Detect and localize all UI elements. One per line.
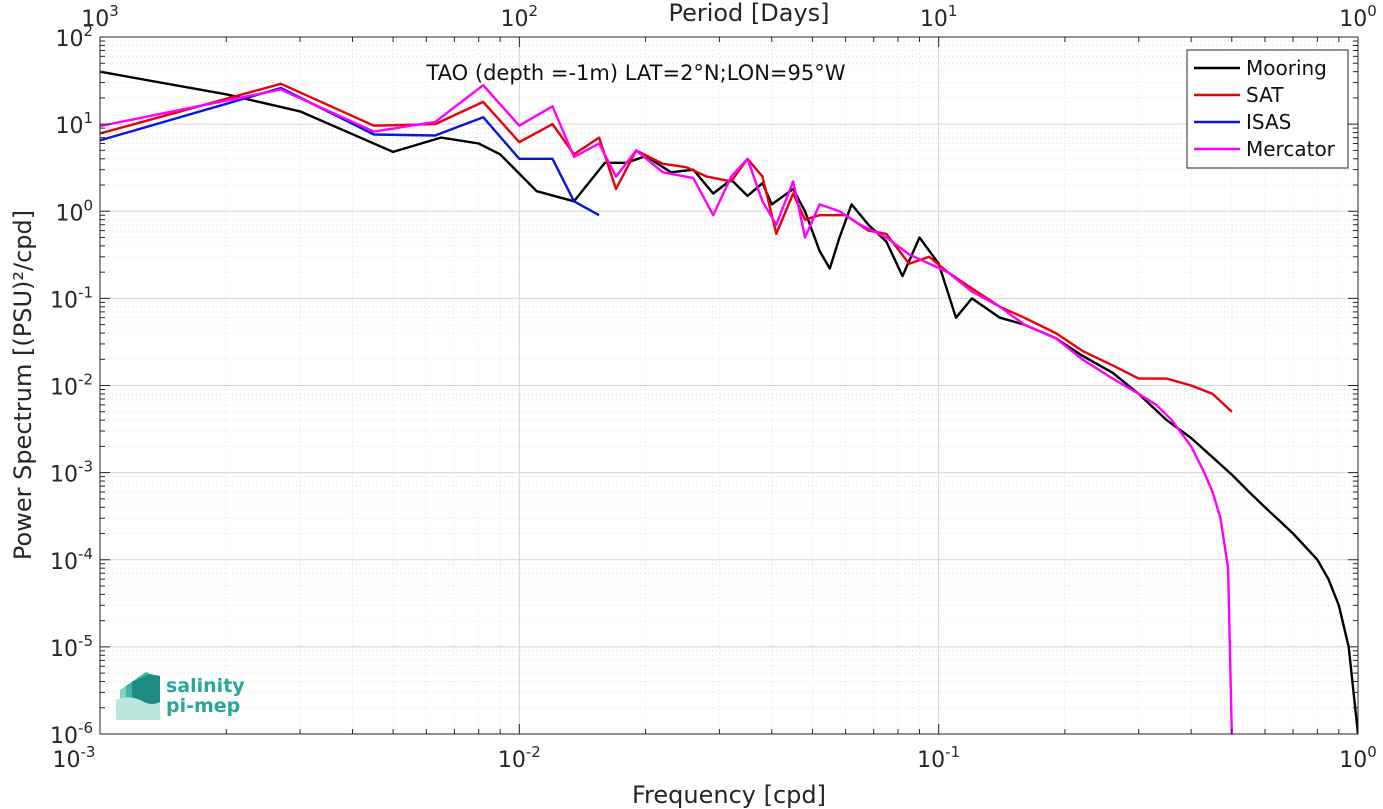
y-axis-title: Power Spectrum [(PSU)²/cpd] — [9, 210, 37, 560]
logo-text-salinity: salinity — [166, 675, 245, 697]
plot-title: TAO (depth =-1m) LAT=2°N;LON=95°W — [425, 61, 845, 85]
x2-axis-title: Period [Days] — [668, 0, 829, 27]
series-line-mercator — [100, 83, 1233, 734]
y-tick-label: 102 — [55, 22, 93, 52]
logo-text-pi-mep: pi-mep — [166, 695, 240, 717]
y-tick-label: 10-4 — [50, 545, 93, 575]
legend-label-sat: SAT — [1246, 83, 1284, 107]
series-lines — [100, 70, 1358, 734]
tick-marks — [99, 37, 1358, 735]
x2-tick-label: 102 — [501, 2, 539, 32]
x-tick-label: 100 — [1339, 743, 1377, 773]
x-tick-label: 10-2 — [498, 743, 541, 773]
legend: Mooring SAT ISAS Mercator — [1186, 49, 1349, 169]
y-tick-label: 10-1 — [50, 283, 93, 313]
x-tick-label: 10-1 — [917, 743, 960, 773]
y-tick-label: 10-3 — [50, 458, 93, 488]
y-tick-label: 101 — [55, 109, 93, 139]
y-tick-label: 100 — [55, 196, 93, 226]
legend-box — [1186, 49, 1349, 169]
y-tick-label: 10-2 — [50, 371, 93, 401]
x2-tick-label: 100 — [1339, 2, 1377, 32]
y-axis-title-text: Power Spectrum [(PSU)²/cpd] — [9, 210, 37, 560]
legend-label-isas: ISAS — [1246, 110, 1291, 134]
x-axis-title: Frequency [cpd] — [632, 781, 826, 809]
y-tick-label: 10-5 — [50, 632, 93, 662]
legend-label-mooring: Mooring — [1246, 56, 1327, 80]
x2-tick-label: 101 — [920, 2, 958, 32]
logo-wave-icon — [116, 672, 160, 720]
x2-tick-label: 103 — [81, 2, 119, 32]
legend-label-mercator: Mercator — [1246, 137, 1336, 161]
y-tick-label: 10-6 — [50, 719, 93, 749]
x-tick-label: 10-3 — [53, 743, 96, 773]
salinity-pi-mep-logo: salinity pi-mep — [116, 672, 245, 720]
grid-lines — [100, 37, 1358, 734]
